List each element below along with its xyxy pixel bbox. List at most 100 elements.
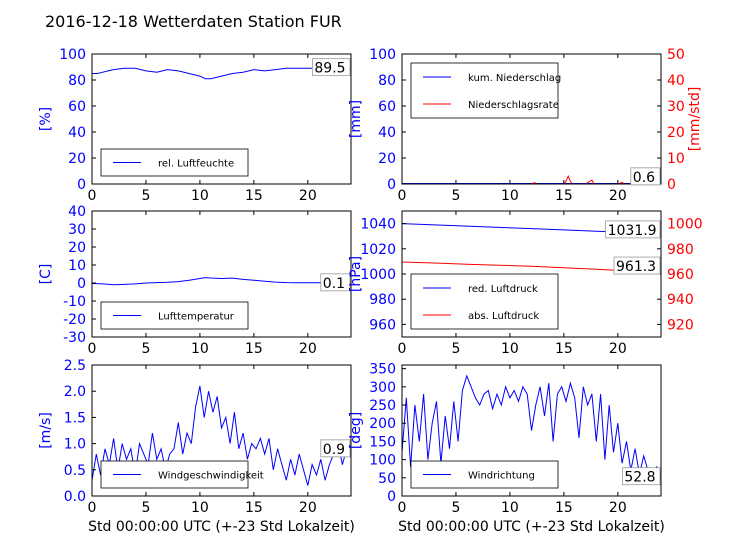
x-tick-label: 15 xyxy=(555,188,573,204)
y-tick-label: 1000 xyxy=(360,267,396,283)
value-label-box xyxy=(605,220,661,239)
y-tick-label: -30 xyxy=(63,330,86,346)
x-tick-label: 5 xyxy=(141,500,150,516)
plot-frame xyxy=(91,210,352,338)
y-tick-label: 350 xyxy=(369,362,396,378)
series-line-0 xyxy=(91,277,352,286)
panel-temperature: 0 5 10 15 20 -30 -20 -10 0 10 20 30 40 [C] Lufttempera… xyxy=(38,204,352,357)
y-axis-label: [m/s] xyxy=(38,412,54,449)
y-tick-label: 200 xyxy=(369,416,396,432)
y-axis-label: [deg] xyxy=(348,412,364,449)
series-line-0 xyxy=(401,374,662,477)
y-tick-label: 0.0 xyxy=(64,489,86,505)
legend-label: Lufttemperatur xyxy=(158,312,235,323)
y-tick-label: 980 xyxy=(369,292,396,308)
y-tick-label: -20 xyxy=(63,312,86,328)
x-tick-label: 0 xyxy=(88,188,97,204)
y-tick-label: 150 xyxy=(369,434,396,450)
y-tick-label: 2.5 xyxy=(64,358,86,374)
panel-pressure: 0 5 10 15 20 960 980 1000 1020 1040 920 940 960 980 10… xyxy=(348,210,703,357)
value-label-box xyxy=(320,439,351,458)
y-tick-label: 100 xyxy=(369,453,396,469)
value-label: 52.8 xyxy=(624,470,655,486)
y-tick-label: 40 xyxy=(68,125,86,141)
x-tick-label: 0 xyxy=(398,500,407,516)
legend-label: kum. Niederschlag xyxy=(468,73,561,84)
y-tick-label: 30 xyxy=(68,222,86,238)
x-tick-label: 20 xyxy=(609,188,627,204)
value-label-box xyxy=(320,273,351,292)
y-tick-label: 0 xyxy=(77,177,86,193)
x-tick-label: 20 xyxy=(299,341,317,357)
y2-tick-label: 940 xyxy=(667,292,694,308)
y-tick-label: 80 xyxy=(378,73,396,89)
y-tick-label: 1.5 xyxy=(64,410,86,426)
y2-tick-label: 10 xyxy=(667,151,685,167)
y-tick-label: 60 xyxy=(68,99,86,115)
y2-tick-label: 980 xyxy=(667,242,694,258)
y-tick-label: 960 xyxy=(369,317,396,333)
x-tick-label: 0 xyxy=(398,188,407,204)
x-tick-label: 5 xyxy=(451,341,460,357)
value-label-2: 961.3 xyxy=(616,259,656,275)
y2-tick-label: 40 xyxy=(667,73,685,89)
y-tick-label: 1.0 xyxy=(64,437,86,453)
y2-tick-label: 0 xyxy=(667,177,676,193)
x-tick-label: 10 xyxy=(191,500,209,516)
y-tick-label: 40 xyxy=(378,125,396,141)
x-tick-label: 5 xyxy=(451,188,460,204)
legend-box xyxy=(410,273,559,330)
value-label-box xyxy=(622,467,661,486)
y-tick-label: 300 xyxy=(369,380,396,396)
x-tick-label: 15 xyxy=(555,341,573,357)
y2-tick-label: 30 xyxy=(667,99,685,115)
figure-title: 2016-12-18 Wetterdaten Station FUR xyxy=(45,12,342,31)
plot-frame xyxy=(401,53,662,185)
series-line-0 xyxy=(92,67,351,80)
x-tick-label: 15 xyxy=(555,500,573,516)
x-tick-label: 15 xyxy=(245,341,263,357)
value-label: 89.5 xyxy=(314,61,345,77)
x-tick-label: 15 xyxy=(245,188,263,204)
y-tick-label: 100 xyxy=(59,47,86,63)
value-label-2: 0.6 xyxy=(633,170,655,186)
x-tick-label: 10 xyxy=(501,500,519,516)
legend-label: Niederschlagsrate xyxy=(468,100,559,111)
panel-wind-speed: 0 5 10 15 20 0.0 0.5 1.0 1.5 2.0 2.5 [m/s] Std 00:00… xyxy=(38,358,355,535)
y-tick-label: 60 xyxy=(378,99,396,115)
value-label-2-box xyxy=(630,167,661,186)
y2-tick-label: 1000 xyxy=(667,217,703,233)
y-tick-label: 10 xyxy=(68,258,86,274)
legend-label: abs. Luftdruck xyxy=(468,311,539,322)
y-tick-label: 20 xyxy=(68,151,86,167)
x-tick-label: 0 xyxy=(88,341,97,357)
plot-frame xyxy=(91,53,352,185)
y-tick-label: 40 xyxy=(68,204,86,220)
x-tick-label: 0 xyxy=(398,341,407,357)
x-tick-label: 20 xyxy=(299,188,317,204)
y-tick-label: 0 xyxy=(387,177,396,193)
series-line-1 xyxy=(402,174,661,185)
y-axis-label: [mm] xyxy=(348,100,364,138)
y-tick-label: 80 xyxy=(68,73,86,89)
value-label-2-box xyxy=(613,256,661,275)
y-axis-label: [C] xyxy=(38,264,54,285)
y-tick-label: 50 xyxy=(378,471,396,487)
x-tick-label: 10 xyxy=(501,188,519,204)
value-label: 0.9 xyxy=(323,442,345,458)
legend-box xyxy=(410,62,559,119)
y2-tick-label: 50 xyxy=(667,47,685,63)
plot-frame xyxy=(401,364,662,497)
x-tick-label: 5 xyxy=(451,500,460,516)
value-label: 0.1 xyxy=(323,276,345,292)
y-tick-label: 0 xyxy=(77,276,86,292)
x-tick-label: 20 xyxy=(609,341,627,357)
y2-tick-label: 920 xyxy=(667,317,694,333)
y2-tick-label: 960 xyxy=(667,267,694,283)
x-axis-label: Std 00:00:00 UTC (+-23 Std Lokalzeit) xyxy=(88,519,355,535)
legend-label: red. Luftdruck xyxy=(468,284,538,295)
value-label-box xyxy=(311,58,351,77)
x-tick-label: 10 xyxy=(191,341,209,357)
